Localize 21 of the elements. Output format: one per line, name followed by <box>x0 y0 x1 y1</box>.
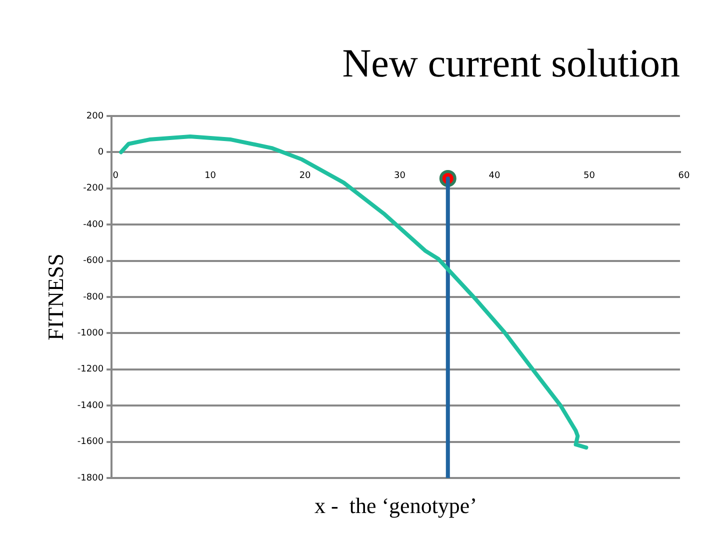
y-tick-label: -1600 <box>77 437 104 448</box>
x-tick-label: 30 <box>394 170 406 181</box>
x-tick-label: 0 <box>112 170 119 181</box>
y-tick-label: -400 <box>83 220 104 230</box>
x-tick-label: 50 <box>584 170 596 181</box>
y-tick-label: -1200 <box>77 364 104 375</box>
chart-title: New current solution <box>342 40 680 86</box>
y-tick-label: -1800 <box>77 473 104 484</box>
y-tick-label: -600 <box>83 256 104 266</box>
y-tick-label: -1000 <box>77 328 104 339</box>
x-tick-label: 10 <box>204 170 216 181</box>
y-axis-title: FITNESS <box>42 254 68 340</box>
y-tick-label: -200 <box>83 184 104 194</box>
x-tick-label: 20 <box>299 170 312 181</box>
y-tick-label: -1400 <box>77 400 104 411</box>
x-tick-label: 40 <box>488 170 501 181</box>
y-tick-label: 0 <box>98 148 104 158</box>
y-tick-label: -800 <box>83 292 104 302</box>
y-tick-label: 200 <box>86 111 104 122</box>
x-axis-title: x - the ‘genotype’ <box>314 492 478 518</box>
x-tick-label: 60 <box>678 170 690 181</box>
